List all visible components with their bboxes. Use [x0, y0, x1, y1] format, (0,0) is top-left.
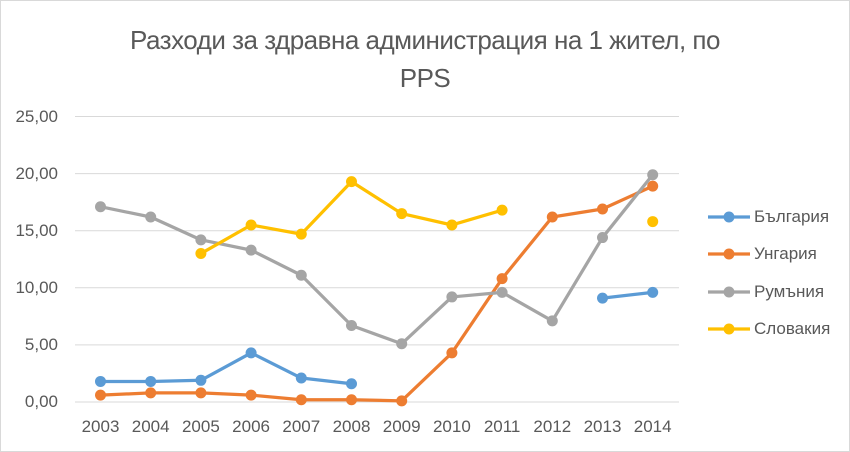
data-point-romania: [145, 211, 157, 223]
data-point-romania: [295, 269, 307, 281]
x-tick-label: 2011: [483, 417, 521, 436]
x-tick-label: 2014: [633, 417, 672, 436]
y-tick-label: 25,00: [15, 106, 58, 126]
data-point-slovakia: [245, 219, 257, 231]
data-point-romania: [396, 338, 408, 350]
data-point-hungary: [295, 394, 307, 406]
legend-marker-slovakia-icon: [708, 323, 750, 335]
data-point-bulgaria: [245, 347, 257, 359]
legend-label: България: [754, 207, 830, 226]
data-point-slovakia: [295, 228, 307, 240]
data-point-hungary: [597, 203, 608, 215]
x-tick-label: 2007: [282, 417, 321, 436]
data-point-hungary: [145, 387, 157, 399]
data-point-romania: [546, 315, 558, 327]
data-point-slovakia: [396, 208, 408, 220]
legend-item-bulgaria[interactable]: България: [707, 205, 829, 229]
legend-marker-bulgaria-icon: [708, 211, 750, 223]
data-point-hungary: [396, 395, 408, 407]
data-point-bulgaria: [647, 286, 659, 298]
x-tick-label: 2013: [583, 417, 622, 436]
data-point-romania: [95, 201, 106, 213]
chart-title-line-2: PPS: [399, 63, 451, 93]
x-tick-label: 2006: [232, 417, 270, 436]
x-tick-label: 2004: [131, 417, 170, 436]
data-point-bulgaria: [346, 378, 357, 390]
x-tick-label: 2003: [81, 417, 120, 436]
legend-marker-romania-icon: [708, 286, 750, 298]
data-point-hungary: [496, 273, 508, 285]
x-tick-label: 2012: [533, 417, 572, 436]
data-point-bulgaria: [145, 375, 157, 387]
x-tick-label: 2005: [181, 417, 220, 436]
chart-legend: България Унгария Румъния Словакия: [707, 1, 847, 451]
y-tick-label: 15,00: [15, 220, 58, 240]
series-line-bulgaria: [98, 351, 354, 386]
data-point-slovakia: [195, 248, 207, 260]
chart-title: Разходи за здравна администрация на 1 жи…: [25, 21, 825, 97]
data-point-romania: [195, 234, 207, 246]
data-point-romania: [346, 319, 357, 331]
legend-label: Румъния: [754, 282, 825, 301]
x-tick-label: 2009: [382, 417, 421, 436]
data-point-bulgaria: [95, 375, 106, 387]
data-point-slovakia: [647, 216, 659, 228]
data-point-hungary: [647, 180, 659, 192]
data-point-hungary: [245, 389, 257, 401]
data-point-slovakia: [496, 204, 508, 216]
chart-title-line-1: Разходи за здравна администрация на 1 жи…: [130, 25, 720, 55]
y-tick-label: 20,00: [15, 163, 58, 183]
data-point-slovakia: [346, 176, 357, 188]
y-tick-label: 5,00: [24, 334, 58, 354]
data-point-hungary: [546, 211, 558, 223]
legend-item-slovakia[interactable]: Словакия: [707, 317, 830, 341]
series-line-slovakia: [199, 179, 504, 256]
data-point-slovakia: [446, 219, 458, 231]
series-line-bulgaria: [600, 290, 655, 300]
x-tick-label: 2008: [332, 417, 371, 436]
data-point-bulgaria: [597, 292, 608, 304]
series-line-hungary: [98, 184, 655, 403]
data-point-hungary: [195, 387, 207, 399]
y-tick-label: 0,00: [24, 392, 58, 411]
data-point-romania: [597, 232, 608, 244]
legend-item-romania[interactable]: Румъния: [707, 280, 824, 304]
legend-item-hungary[interactable]: Унгария: [707, 242, 817, 266]
legend-marker-hungary-icon: [708, 248, 750, 260]
data-point-romania: [245, 244, 257, 256]
legend-label: Унгария: [754, 244, 817, 263]
series-line-romania: [98, 173, 655, 346]
data-point-hungary: [346, 394, 357, 406]
data-point-hungary: [446, 347, 458, 359]
y-tick-label: 10,00: [15, 277, 58, 297]
data-point-romania: [446, 291, 458, 303]
data-point-bulgaria: [195, 374, 207, 386]
legend-label: Словакия: [754, 319, 831, 338]
data-point-romania: [496, 286, 508, 298]
data-point-bulgaria: [295, 372, 307, 384]
data-point-romania: [647, 169, 659, 181]
data-point-hungary: [95, 389, 106, 401]
x-tick-label: 2010: [432, 417, 471, 436]
